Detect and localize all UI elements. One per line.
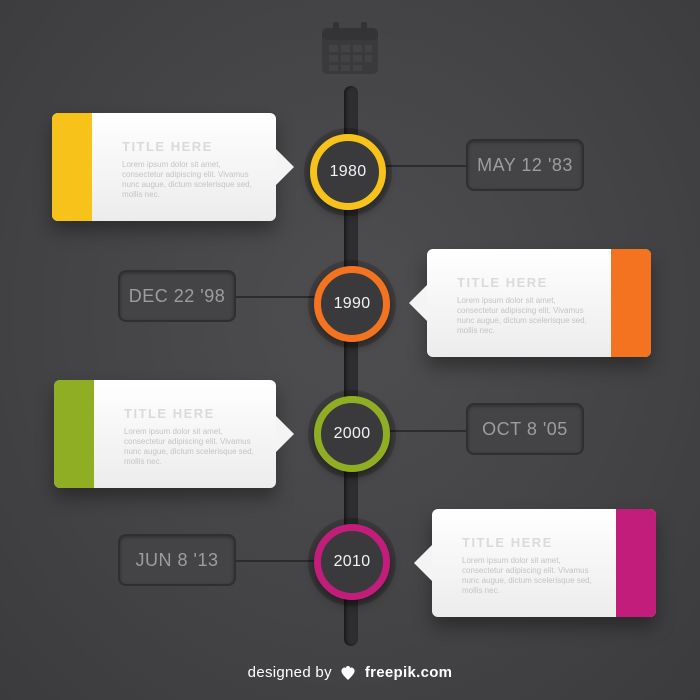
timeline-card: TITLE HERE Lorem ipsum dolor sit amet, c… — [52, 113, 294, 221]
card-title: TITLE HERE — [457, 275, 548, 290]
year-label: 1980 — [329, 163, 367, 180]
timeline-card: TITLE HERE Lorem ipsum dolor sit amet, c… — [414, 509, 656, 617]
connector — [234, 296, 352, 298]
card-pointer — [409, 285, 427, 321]
card-pointer — [414, 545, 432, 581]
freepik-logo-icon — [341, 666, 355, 681]
timeline-axis — [344, 86, 358, 646]
card-accent — [52, 113, 92, 221]
card-body: Lorem ipsum dolor sit amet, consectetur … — [457, 296, 587, 335]
credit-prefix: designed by — [247, 664, 332, 681]
year-node: 1980 — [310, 134, 386, 210]
footer-credit: designed by freepik.com — [0, 664, 700, 681]
card-body: Lorem ipsum dolor sit amet, consectetur … — [124, 427, 254, 466]
timeline-card: TITLE HERE Lorem ipsum dolor sit amet, c… — [409, 249, 651, 357]
card-pointer — [276, 149, 294, 185]
date-label: MAY 12 '83 — [477, 154, 573, 175]
year-node: 2000 — [314, 396, 390, 472]
year-label: 2000 — [333, 425, 371, 442]
card-title: TITLE HERE — [122, 139, 213, 154]
credit-brand: freepik.com — [364, 664, 453, 681]
calendar-icon — [322, 22, 378, 74]
date-box: JUN 8 '13 — [118, 534, 236, 586]
timeline-card: TITLE HERE Lorem ipsum dolor sit amet, c… — [54, 380, 294, 488]
connector — [234, 560, 352, 562]
year-label: 2010 — [333, 553, 371, 570]
card-accent — [611, 249, 651, 357]
date-label: DEC 22 '98 — [128, 285, 226, 306]
card-accent — [54, 380, 94, 488]
card-title: TITLE HERE — [462, 535, 553, 550]
card-body: Lorem ipsum dolor sit amet, consectetur … — [122, 160, 252, 199]
date-box: MAY 12 '83 — [466, 139, 584, 191]
card-pointer — [276, 416, 294, 452]
year-label: 1990 — [333, 295, 371, 312]
connector — [352, 165, 468, 167]
date-box: OCT 8 '05 — [466, 403, 584, 455]
date-box: DEC 22 '98 — [118, 270, 236, 322]
connector — [352, 430, 468, 432]
year-node: 2010 — [314, 524, 390, 600]
card-accent — [616, 509, 656, 617]
date-label: JUN 8 '13 — [135, 549, 219, 570]
card-body: Lorem ipsum dolor sit amet, consectetur … — [462, 556, 592, 595]
card-title: TITLE HERE — [124, 406, 215, 421]
date-label: OCT 8 '05 — [482, 418, 568, 439]
year-node: 1990 — [314, 266, 390, 342]
